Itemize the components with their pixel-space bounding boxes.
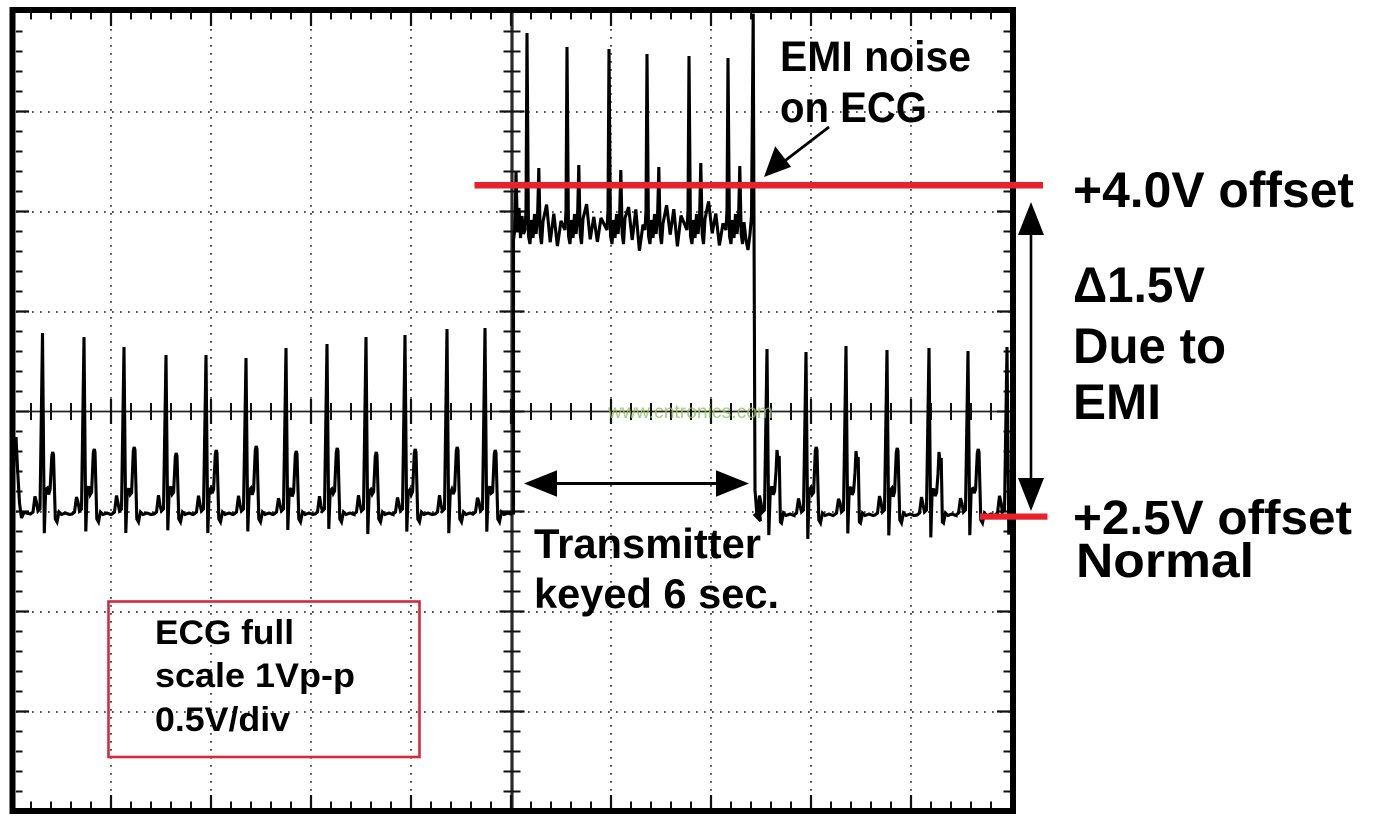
svg-text:Δ1.5V: Δ1.5V bbox=[1073, 257, 1206, 313]
svg-text:EMI noise: EMI noise bbox=[780, 33, 971, 81]
svg-text:+2.5V offset: +2.5V offset bbox=[1073, 492, 1352, 545]
svg-text:+4.0V offset: +4.0V offset bbox=[1073, 162, 1354, 218]
svg-text:scale 1Vp-p: scale 1Vp-p bbox=[155, 657, 355, 695]
svg-text:keyed 6 sec.: keyed 6 sec. bbox=[534, 570, 779, 617]
svg-text:Normal: Normal bbox=[1076, 535, 1254, 588]
svg-text:EMI: EMI bbox=[1073, 374, 1161, 430]
svg-text:on ECG: on ECG bbox=[780, 84, 927, 132]
svg-text:0.5V/div: 0.5V/div bbox=[155, 701, 290, 739]
svg-text:www.cntronics.com: www.cntronics.com bbox=[607, 402, 773, 423]
svg-text:Transmitter: Transmitter bbox=[534, 520, 761, 567]
svg-text:Due to: Due to bbox=[1073, 318, 1226, 374]
svg-text:ECG full: ECG full bbox=[155, 614, 294, 652]
